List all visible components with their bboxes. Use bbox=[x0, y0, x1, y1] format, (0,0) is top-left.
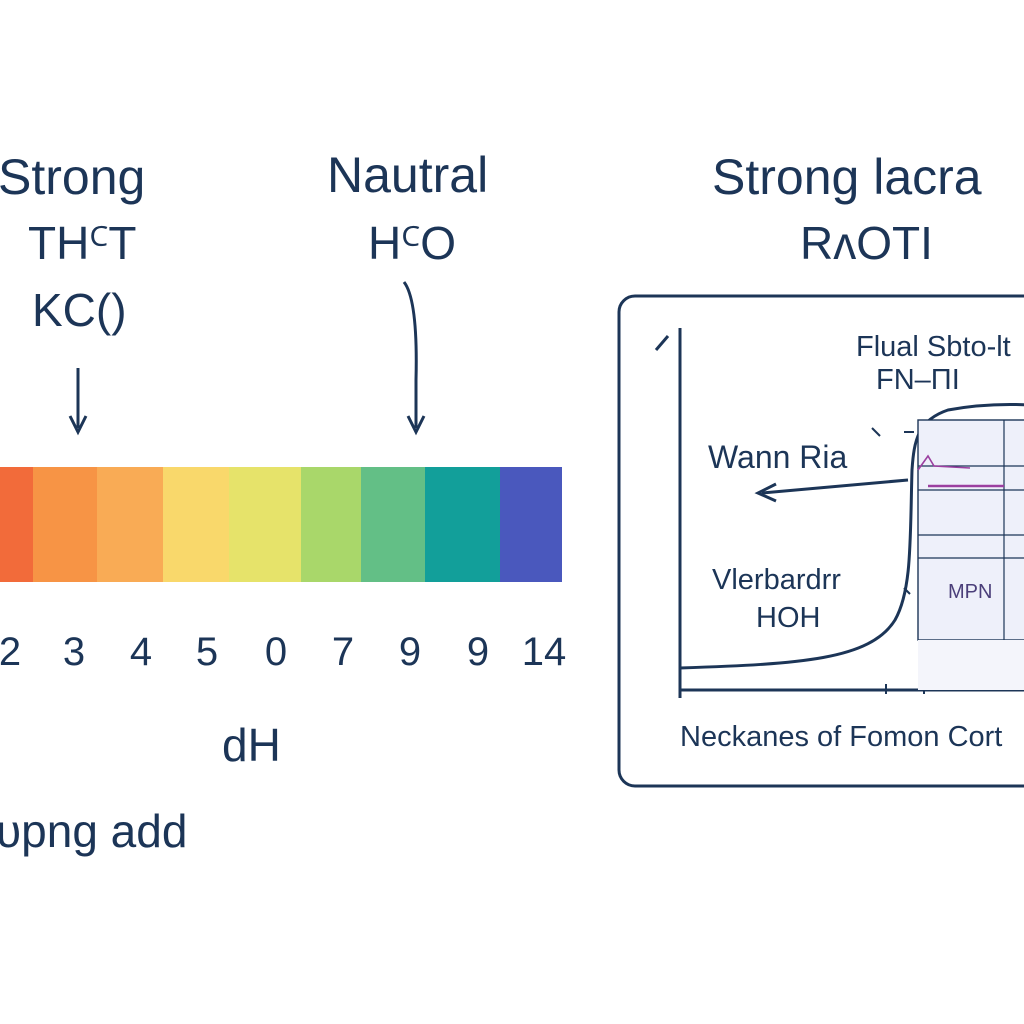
ph-tick-label: 7 bbox=[331, 630, 355, 674]
graph-left-arrow bbox=[761, 478, 909, 495]
center-formula: HꟲO bbox=[368, 217, 456, 269]
graph-cell-block bbox=[917, 419, 1024, 641]
ph-tick-label: 14 bbox=[521, 630, 567, 674]
bottom-left-label: ᴜpng add bbox=[0, 805, 188, 857]
center-down-arrow bbox=[402, 281, 418, 428]
right-heading-title: Strong lacra bbox=[712, 149, 982, 205]
graph-curve bbox=[679, 403, 1024, 670]
ph-scale-segment bbox=[97, 467, 163, 582]
accent-spike bbox=[917, 454, 971, 471]
ph-scale-segment bbox=[301, 467, 361, 582]
ph-axis-label: dH bbox=[222, 719, 281, 771]
ph-scale-segment bbox=[33, 467, 97, 582]
ph-scale-segment bbox=[500, 467, 562, 582]
left-heading-title: Strong bbox=[0, 149, 146, 205]
ph-tick-label: 9 bbox=[466, 630, 490, 674]
left-formula-1: THꟲT bbox=[28, 217, 137, 269]
graph-middle-label-1: Vlerbardrr bbox=[712, 564, 841, 596]
ph-scale-segment bbox=[361, 467, 425, 582]
ph-tick-label: 9 bbox=[398, 630, 422, 674]
ph-tick-label: 3 bbox=[62, 630, 86, 674]
graph-left-label: Wann Ria bbox=[708, 439, 848, 475]
ph-color-scale bbox=[0, 467, 562, 582]
right-formula: RʌOTI bbox=[800, 217, 933, 269]
ph-scale-segment bbox=[425, 467, 500, 582]
center-heading-title: Nautral bbox=[327, 147, 489, 203]
ph-scale-segment bbox=[0, 467, 33, 582]
graph-inner-label: MPN bbox=[948, 581, 993, 603]
graph-middle-label-2: HOH bbox=[756, 602, 821, 634]
left-formula-2: KC() bbox=[32, 284, 127, 336]
ph-scale-segment bbox=[229, 467, 301, 582]
ph-tick-label: 5 bbox=[195, 630, 219, 674]
ph-tick-label: 4 bbox=[129, 630, 153, 674]
left-down-arrow-head bbox=[68, 415, 88, 436]
ph-tick-label: 0 bbox=[264, 630, 288, 674]
graph-top-label-2: FN–ΠI bbox=[876, 364, 960, 396]
ph-scale-segment bbox=[163, 467, 229, 582]
ph-tick-label: 2 bbox=[0, 630, 22, 674]
center-down-arrow-head bbox=[406, 415, 426, 436]
graph-bottom-label: Neckanes of Fomon Cort bbox=[680, 721, 1003, 753]
graph-y-axis bbox=[654, 328, 682, 698]
graph-top-label-1: Flual Sbto-lt bbox=[856, 331, 1011, 363]
